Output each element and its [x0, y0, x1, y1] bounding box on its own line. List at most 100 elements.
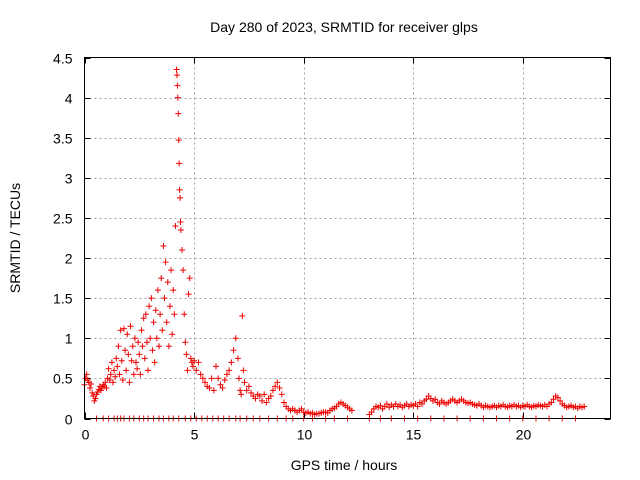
data-point [238, 391, 245, 398]
y-tick-label: 3 [65, 171, 73, 187]
data-point [151, 359, 158, 366]
data-point [199, 375, 206, 382]
data-point [173, 72, 180, 79]
data-point [89, 389, 96, 396]
data-point [111, 367, 118, 374]
x-tick-label: 15 [406, 427, 422, 443]
plot-frame [84, 57, 611, 419]
data-point [219, 385, 226, 392]
data-point [173, 66, 180, 73]
data-point [149, 347, 156, 354]
data-point [112, 373, 119, 380]
data-point [223, 371, 230, 378]
data-point [162, 259, 169, 266]
data-point [298, 405, 305, 412]
data-point [432, 396, 439, 403]
axis-ticks [84, 57, 611, 420]
data-point [186, 275, 193, 282]
data-point [237, 387, 244, 394]
data-point [106, 376, 113, 383]
data-point [118, 357, 125, 364]
data-point [179, 247, 186, 254]
data-point [436, 401, 443, 408]
data-point [165, 343, 172, 350]
data-point [168, 267, 175, 274]
data-point [263, 399, 270, 406]
data-point [140, 315, 147, 322]
data-point [174, 94, 181, 101]
data-point [124, 331, 131, 338]
data-point [187, 355, 194, 362]
data-point [236, 375, 243, 382]
data-point [109, 379, 116, 386]
data-point [191, 357, 198, 364]
y-tick-label: 1 [65, 331, 73, 347]
data-point [153, 335, 160, 342]
data-point [245, 383, 252, 390]
data-point [267, 393, 274, 400]
y-axis-label: SRMTID / TECUs [7, 183, 23, 293]
data-point [177, 218, 184, 225]
data-point [135, 339, 142, 346]
data-point [150, 319, 157, 326]
data-point [129, 343, 136, 350]
data-point [414, 403, 421, 410]
data-point [368, 409, 375, 416]
data-point [195, 359, 202, 366]
data-point [156, 343, 163, 350]
data-point [554, 394, 561, 401]
data-point [193, 367, 200, 374]
data-point [210, 387, 217, 394]
data-point [108, 359, 115, 366]
data-point [164, 279, 171, 286]
data-point [419, 401, 426, 408]
data-point [125, 351, 132, 358]
data-point [177, 194, 184, 201]
data-point [86, 385, 93, 392]
data-point [148, 295, 155, 302]
data-point [548, 399, 555, 406]
y-tick-labels: 0 0.5 1 1.5 2 2.5 3 3.5 4 4.5 [53, 51, 73, 428]
data-point [146, 303, 153, 310]
data-point [377, 402, 384, 409]
data-point [206, 385, 213, 392]
data-point [115, 343, 122, 350]
data-points [81, 66, 588, 422]
data-point [128, 357, 135, 364]
data-point [138, 327, 145, 334]
data-point [550, 396, 557, 403]
data-point [157, 311, 164, 318]
data-point [114, 363, 121, 370]
data-point [241, 379, 248, 386]
data-point [136, 351, 143, 358]
data-point [239, 312, 246, 319]
data-point [197, 371, 204, 378]
data-point [174, 82, 181, 89]
data-point [185, 291, 192, 298]
data-point [383, 401, 390, 408]
data-point [177, 226, 184, 233]
data-point [423, 396, 430, 403]
data-point [181, 311, 188, 318]
data-point [159, 327, 166, 334]
data-point [127, 323, 134, 330]
data-point [240, 367, 247, 374]
data-point [278, 391, 285, 398]
data-point [163, 319, 170, 326]
data-point [256, 393, 263, 400]
data-point [581, 403, 588, 410]
data-point [123, 367, 130, 374]
data-point [130, 371, 137, 378]
data-point [141, 355, 148, 362]
data-point [143, 339, 150, 346]
data-point [172, 222, 179, 229]
grid [84, 57, 611, 419]
data-point [113, 355, 120, 362]
data-point [160, 243, 167, 250]
data-point [180, 267, 187, 274]
data-point [232, 335, 239, 342]
data-point [217, 381, 224, 388]
data-point [557, 397, 564, 404]
data-point [142, 311, 149, 318]
